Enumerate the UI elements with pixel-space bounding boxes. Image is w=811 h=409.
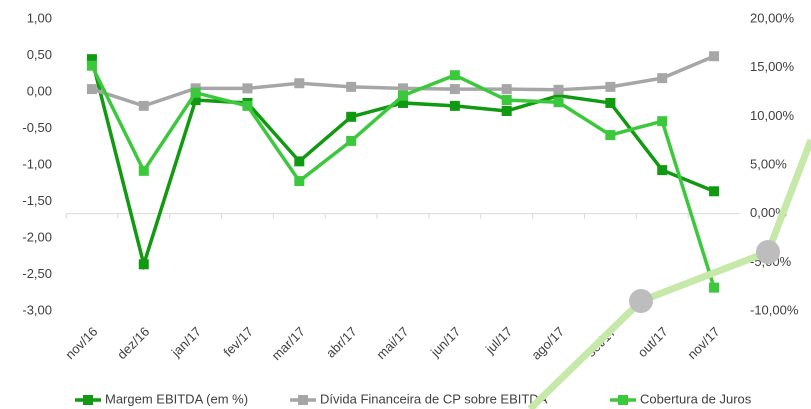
point: [398, 90, 408, 101]
point: [501, 84, 512, 95]
point: [242, 83, 253, 94]
x-tick-label: mai/17: [373, 324, 411, 362]
point: [138, 100, 149, 111]
point: [86, 84, 97, 95]
y2-tick-label: 10,00%: [750, 108, 795, 123]
point: [242, 100, 253, 111]
legend-marker: [618, 395, 628, 405]
y2-tick-label: 20,00%: [750, 10, 795, 25]
point: [294, 156, 305, 167]
y-tick-label: 1,00: [27, 10, 52, 25]
legend-label: Margem EBITDA (em %): [105, 391, 248, 406]
point: [657, 165, 668, 176]
point: [657, 116, 668, 127]
overlay-line: [527, 138, 811, 409]
x-tick-label: ago/17: [528, 324, 567, 363]
y-tick-label: -1,50: [22, 193, 52, 208]
point: [398, 97, 408, 108]
x-tick-label: fev/17: [220, 324, 256, 360]
y2-tick-label: 15,00%: [750, 59, 795, 74]
y-tick-label: -1,00: [22, 156, 52, 171]
point: [346, 81, 357, 92]
legend-label: Cobertura de Juros: [640, 391, 752, 406]
point: [294, 176, 305, 187]
point: [294, 78, 305, 89]
x-tick-label: nov/17: [684, 324, 722, 362]
point: [86, 60, 97, 71]
point: [657, 73, 668, 84]
point: [553, 97, 564, 108]
overlay-dot: [756, 240, 780, 264]
point: [605, 97, 616, 108]
x-tick-label: jun/17: [427, 324, 463, 360]
point: [501, 95, 512, 106]
x-tick-label: mar/17: [269, 324, 308, 363]
legend-marker: [298, 395, 308, 405]
y-tick-label: -0,50: [22, 120, 52, 135]
x-tick-label: jul/17: [482, 324, 515, 357]
point: [346, 111, 357, 122]
point: [605, 130, 616, 141]
point: [138, 259, 149, 270]
point: [346, 135, 357, 146]
point: [501, 105, 512, 116]
point: [553, 90, 564, 101]
point: [449, 84, 460, 95]
x-tick-label: out/17: [635, 324, 671, 360]
y-tick-label: -2,00: [22, 229, 52, 244]
y-tick-label: -3,00: [22, 302, 52, 317]
overlay-dot: [629, 289, 653, 313]
point: [86, 54, 97, 65]
point: [709, 186, 720, 197]
point: [190, 95, 201, 106]
point: [449, 100, 460, 111]
x-tick-label: nov/16: [62, 324, 100, 362]
y-tick-label: 0,00: [27, 83, 52, 98]
point: [709, 282, 720, 293]
point: [709, 51, 720, 62]
point: [553, 84, 564, 95]
point: [605, 81, 616, 92]
overlay-decoration: [527, 138, 811, 409]
plot: 1,00 0,50 0,00 -0,50 -1,00 -1,50 -2,00 -2,50 -3,…: [22, 10, 799, 406]
y-tick-label: -2,50: [22, 266, 52, 281]
point: [449, 70, 460, 81]
x-tick-label: abr/17: [323, 324, 360, 361]
legend-marker: [83, 395, 93, 405]
x-tick-label: dez/16: [114, 324, 152, 362]
legend-label: Dívida Financeira de CP sobre EBITDA: [320, 391, 548, 406]
y2-tick-label: 5,00%: [750, 156, 787, 171]
y2-tick-label: -10,00%: [750, 302, 799, 317]
point: [138, 165, 149, 176]
x-tick-label: jan/17: [168, 324, 204, 360]
y-tick-label: 0,50: [27, 47, 52, 62]
point: [398, 83, 408, 94]
point: [190, 87, 201, 98]
